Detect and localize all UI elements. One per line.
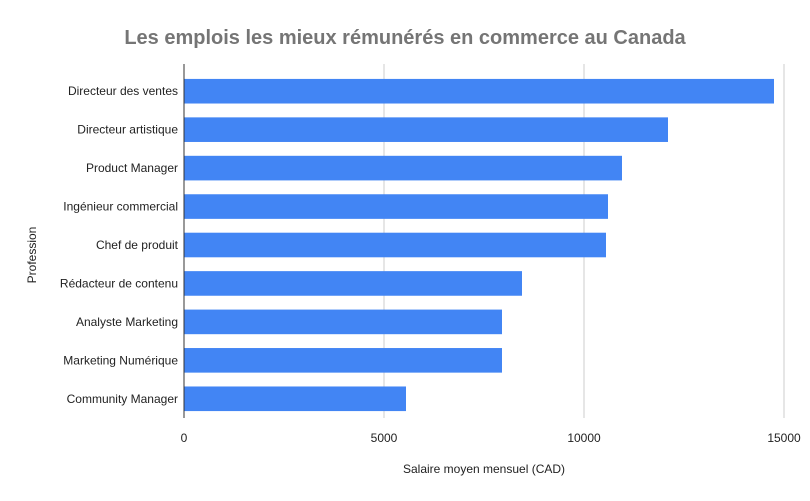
bar — [184, 232, 606, 258]
category-labels: Directeur des ventes Directeur artistique… — [60, 84, 179, 406]
bar — [184, 155, 622, 181]
category-label: Community Manager — [67, 392, 178, 406]
x-tick-label: 10000 — [567, 431, 601, 445]
bar — [184, 271, 522, 296]
category-label: Directeur des ventes — [68, 84, 178, 98]
category-label: Marketing Numérique — [63, 353, 178, 367]
x-tick-label: 15000 — [767, 431, 801, 445]
category-label: Analyste Marketing — [76, 315, 178, 329]
category-label: Product Manager — [86, 161, 178, 175]
category-label: Ingénieur commercial — [63, 200, 178, 214]
bar — [184, 78, 774, 104]
bar — [184, 348, 502, 373]
category-label: Chef de produit — [96, 238, 179, 252]
category-label: Rédacteur de contenu — [60, 276, 178, 290]
x-axis-title: Salaire moyen mensuel (CAD) — [403, 462, 565, 476]
bar — [184, 117, 668, 142]
bar — [184, 386, 406, 412]
chart-title: Les emplois les mieux rémunérés en comme… — [124, 27, 686, 49]
x-tick-label: 5000 — [371, 431, 398, 445]
x-tick-labels: 0 5000 10000 15000 — [181, 431, 801, 445]
bar — [184, 194, 608, 219]
x-tick-label: 0 — [181, 431, 188, 445]
y-axis-title: Profession — [25, 227, 39, 284]
category-label: Directeur artistique — [77, 123, 178, 137]
bar — [184, 309, 502, 335]
bars — [184, 78, 774, 412]
